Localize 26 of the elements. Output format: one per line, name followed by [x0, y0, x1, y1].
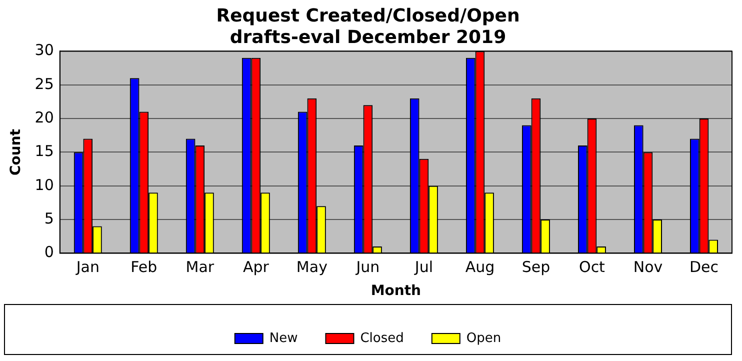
- x-tick-label: Apr: [242, 258, 270, 276]
- legend-label: New: [269, 330, 298, 346]
- legend-label: Open: [466, 330, 502, 346]
- x-tick-label: May: [296, 258, 328, 276]
- x-tick-label: Mar: [186, 258, 215, 276]
- y-tick-label: 10: [34, 176, 54, 194]
- y-axis-title: Count: [8, 128, 24, 176]
- y-tick-label: 20: [34, 108, 54, 126]
- x-tick-label: Dec: [689, 258, 719, 276]
- legend-label: Closed: [360, 330, 404, 346]
- y-tick-label: 0: [44, 243, 54, 262]
- chart-title: Request Created/Closed/Open: [216, 5, 520, 26]
- x-tick-label: Jun: [355, 258, 380, 276]
- x-tick-label: Nov: [633, 258, 663, 276]
- y-tick-label: 5: [44, 209, 54, 228]
- x-tick-label: Feb: [130, 258, 158, 276]
- x-tick-label: Oct: [579, 258, 606, 276]
- chart-subtitle: drafts-eval December 2019: [230, 27, 506, 48]
- x-tick-label: Aug: [465, 258, 495, 276]
- x-tick-label: Jan: [75, 258, 100, 276]
- x-axis-title: Month: [370, 283, 422, 300]
- x-tick-label: Jul: [414, 258, 434, 276]
- y-tick-label: 30: [34, 41, 54, 60]
- y-tick-label: 25: [34, 74, 54, 93]
- y-tick-label: 15: [34, 142, 54, 160]
- x-tick-label: Sep: [522, 258, 550, 276]
